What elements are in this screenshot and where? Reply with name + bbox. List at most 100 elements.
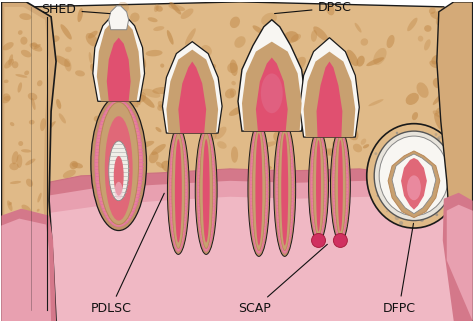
- Ellipse shape: [347, 307, 356, 319]
- Ellipse shape: [209, 208, 220, 214]
- Ellipse shape: [25, 159, 36, 165]
- Ellipse shape: [40, 118, 46, 131]
- Ellipse shape: [310, 132, 327, 239]
- Ellipse shape: [196, 242, 202, 247]
- Ellipse shape: [25, 71, 30, 89]
- Circle shape: [436, 213, 438, 216]
- Ellipse shape: [24, 71, 29, 75]
- Ellipse shape: [156, 162, 164, 168]
- Ellipse shape: [303, 230, 311, 245]
- Ellipse shape: [95, 100, 143, 227]
- Ellipse shape: [240, 275, 249, 291]
- Ellipse shape: [118, 59, 127, 78]
- Circle shape: [399, 201, 400, 203]
- Ellipse shape: [17, 160, 28, 171]
- Ellipse shape: [328, 64, 334, 70]
- Circle shape: [436, 165, 440, 169]
- Circle shape: [442, 193, 446, 197]
- Ellipse shape: [284, 31, 299, 43]
- Ellipse shape: [128, 249, 143, 258]
- Circle shape: [436, 153, 438, 156]
- Polygon shape: [93, 14, 145, 101]
- Ellipse shape: [21, 204, 31, 213]
- Ellipse shape: [64, 58, 72, 72]
- Ellipse shape: [216, 278, 226, 288]
- Ellipse shape: [32, 228, 39, 234]
- Ellipse shape: [217, 141, 227, 149]
- Ellipse shape: [149, 152, 159, 163]
- Ellipse shape: [230, 17, 240, 28]
- Ellipse shape: [328, 306, 337, 316]
- Ellipse shape: [335, 210, 352, 222]
- Ellipse shape: [35, 280, 48, 289]
- Ellipse shape: [30, 160, 41, 173]
- Ellipse shape: [332, 142, 338, 153]
- Polygon shape: [304, 52, 356, 137]
- Ellipse shape: [196, 90, 212, 101]
- Ellipse shape: [243, 192, 256, 195]
- Ellipse shape: [200, 133, 213, 248]
- Ellipse shape: [181, 8, 193, 19]
- Ellipse shape: [20, 37, 27, 45]
- Ellipse shape: [19, 13, 31, 20]
- Circle shape: [385, 200, 388, 203]
- Circle shape: [426, 197, 430, 201]
- Circle shape: [396, 132, 398, 134]
- Ellipse shape: [327, 149, 337, 158]
- Ellipse shape: [305, 246, 317, 259]
- Ellipse shape: [28, 127, 41, 141]
- Ellipse shape: [353, 144, 362, 152]
- Ellipse shape: [406, 189, 412, 194]
- Ellipse shape: [248, 122, 270, 256]
- Ellipse shape: [208, 91, 215, 100]
- Ellipse shape: [132, 286, 141, 295]
- Ellipse shape: [215, 223, 225, 232]
- Ellipse shape: [31, 98, 36, 110]
- Ellipse shape: [356, 56, 365, 66]
- Polygon shape: [1, 2, 56, 321]
- Polygon shape: [97, 20, 141, 101]
- Ellipse shape: [105, 87, 109, 94]
- Ellipse shape: [442, 9, 448, 14]
- Ellipse shape: [215, 126, 227, 139]
- Ellipse shape: [286, 228, 297, 236]
- Ellipse shape: [429, 7, 436, 14]
- Polygon shape: [443, 193, 473, 321]
- Ellipse shape: [120, 161, 135, 166]
- Ellipse shape: [271, 296, 278, 305]
- Ellipse shape: [450, 292, 459, 302]
- Ellipse shape: [399, 272, 406, 276]
- Polygon shape: [1, 169, 473, 321]
- Ellipse shape: [201, 64, 216, 73]
- Ellipse shape: [412, 256, 428, 267]
- Ellipse shape: [429, 60, 439, 68]
- Ellipse shape: [366, 57, 384, 66]
- Ellipse shape: [303, 184, 315, 193]
- Polygon shape: [1, 209, 56, 321]
- Circle shape: [395, 215, 399, 220]
- Ellipse shape: [317, 120, 325, 135]
- Ellipse shape: [289, 308, 293, 315]
- Ellipse shape: [29, 43, 42, 52]
- Ellipse shape: [434, 113, 444, 131]
- Ellipse shape: [255, 265, 261, 271]
- Ellipse shape: [418, 36, 423, 42]
- Ellipse shape: [431, 55, 440, 65]
- Ellipse shape: [201, 45, 212, 56]
- Ellipse shape: [183, 198, 196, 208]
- Polygon shape: [401, 158, 427, 210]
- Circle shape: [420, 216, 424, 219]
- Ellipse shape: [278, 128, 291, 250]
- Ellipse shape: [321, 148, 337, 156]
- Ellipse shape: [121, 136, 126, 148]
- Ellipse shape: [80, 189, 85, 206]
- Ellipse shape: [167, 127, 189, 254]
- Ellipse shape: [439, 296, 444, 302]
- Ellipse shape: [441, 7, 450, 12]
- Ellipse shape: [231, 146, 238, 163]
- Circle shape: [401, 210, 404, 213]
- Ellipse shape: [430, 12, 449, 21]
- Ellipse shape: [248, 67, 261, 83]
- Circle shape: [426, 194, 430, 198]
- Circle shape: [435, 148, 437, 151]
